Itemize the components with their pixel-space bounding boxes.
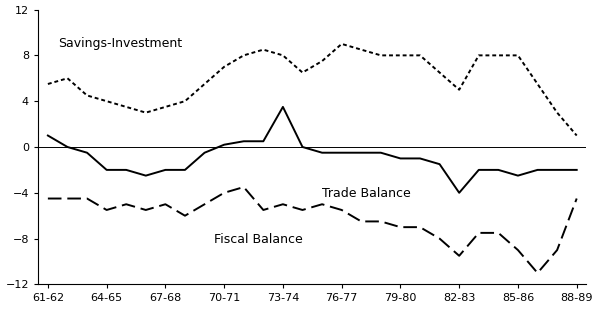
Text: Savings-Investment: Savings-Investment: [58, 37, 182, 50]
Text: Trade Balance: Trade Balance: [322, 187, 411, 200]
Text: Fiscal Balance: Fiscal Balance: [214, 233, 303, 246]
